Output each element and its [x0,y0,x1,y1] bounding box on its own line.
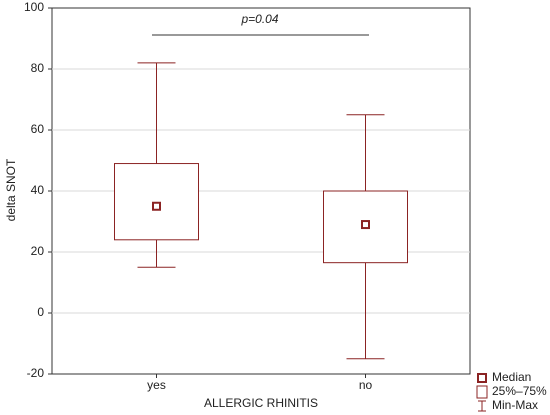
box [114,163,199,241]
legend-label: Median [492,370,531,384]
y-tick-label: 60 [31,122,45,136]
median-marker [152,201,161,211]
legend-median-icon [477,373,487,383]
y-tick-label: 20 [31,244,45,258]
x-tick-label: yes [147,378,166,392]
y-tick-label: -20 [27,366,45,380]
legend-label: Min-Max [492,398,538,412]
p-value: p=0.04 [240,12,278,26]
median-marker [361,220,370,230]
y-axis-label: delta SNOT [4,158,18,221]
x-tick-label: no [359,378,373,392]
legend-label: 25%–75% [492,384,547,398]
legend-box-icon [476,385,488,399]
y-tick-label: 40 [31,183,45,197]
y-tick-label: 80 [31,61,45,75]
x-axis-label: ALLERGIC RHINITIS [204,396,318,410]
y-tick-label: 0 [37,305,44,319]
y-tick-label: 100 [24,0,44,14]
